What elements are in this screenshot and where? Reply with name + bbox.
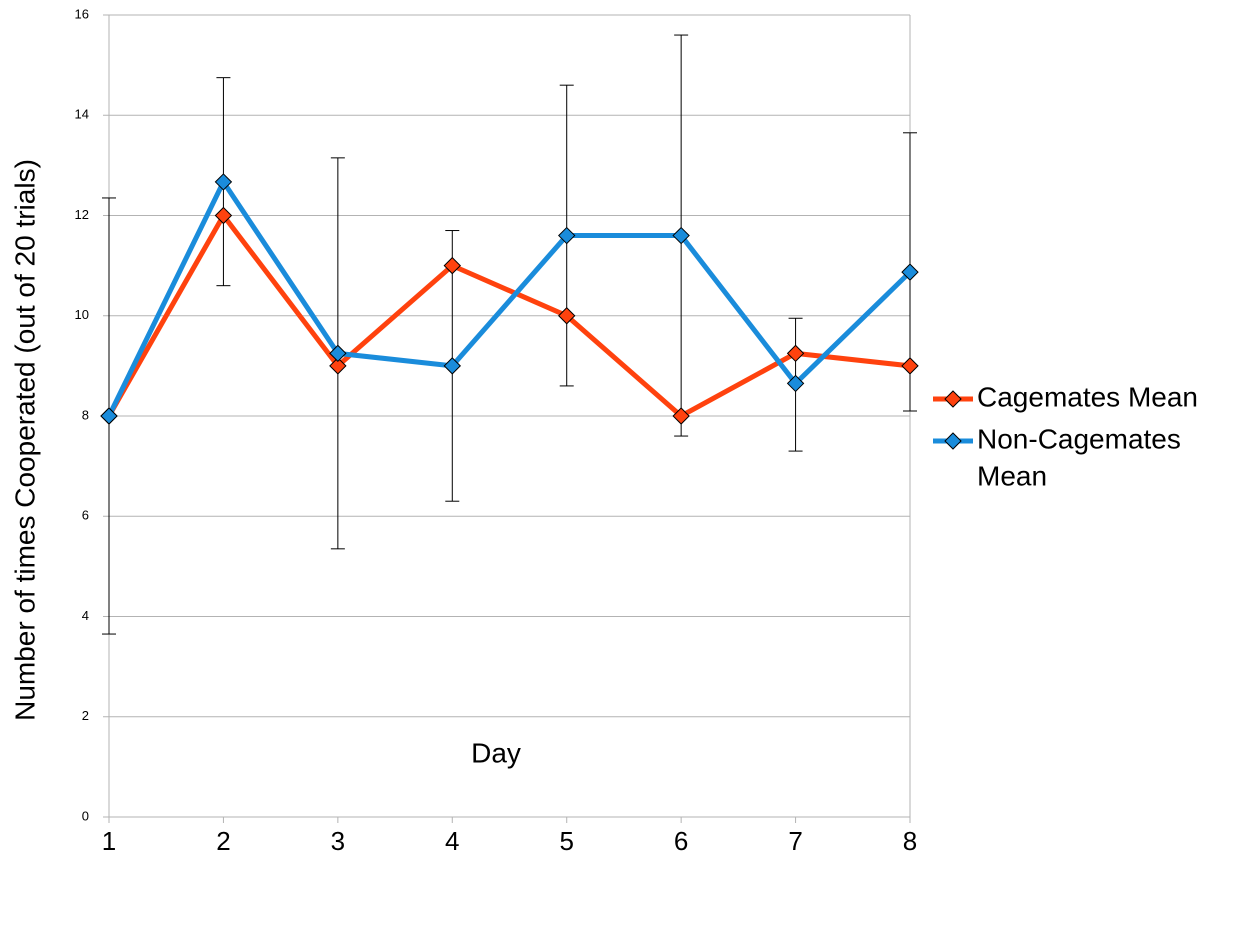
y-tick-label: 12 [75,207,89,222]
y-tick-label: 16 [75,6,89,21]
data-point-marker [901,263,919,281]
data-point-marker [786,374,805,393]
x-tick-label: 1 [102,826,116,856]
x-axis-ticks: 1 2 3 4 5 6 7 8 [102,817,917,856]
y-axis-ticks: 0 2 4 6 8 10 12 14 16 [75,6,109,823]
legend-swatch-marker [944,390,962,408]
data-point-marker [558,226,576,245]
legend-label: Mean [977,460,1047,491]
data-point-marker [672,226,690,245]
data-point-marker [329,357,347,375]
data-point-marker [214,206,233,225]
legend-label: Non-Cagemates [977,423,1181,454]
x-tick-label: 8 [903,826,917,856]
legend: Cagemates Mean Non-Cagemates Mean [933,381,1198,491]
y-tick-label: 0 [82,808,89,823]
x-tick-label: 7 [788,826,802,856]
data-point-marker [100,407,118,425]
y-tick-label: 14 [75,107,89,122]
x-tick-label: 3 [331,826,345,856]
series-markers [100,173,919,425]
y-tick-label: 2 [82,708,89,723]
data-point-marker [214,173,233,191]
grid-lines [109,14,910,818]
data-point-marker [901,357,919,375]
legend-item: Cagemates Mean [933,381,1198,412]
series-line [106,176,912,418]
x-tick-label: 2 [216,826,230,856]
data-point-marker [443,357,461,375]
series-lines [106,176,912,420]
data-point-marker [443,256,461,275]
x-tick-label: 6 [674,826,688,856]
series-line [106,210,911,420]
data-point-marker [672,407,690,425]
y-tick-label: 4 [82,608,89,623]
y-axis-title: Number of times Cooperated (out of 20 tr… [9,159,40,721]
y-tick-label: 6 [82,508,89,523]
x-tick-label: 5 [559,826,573,856]
y-tick-label: 10 [75,307,89,322]
error-bars [102,34,917,635]
legend-swatch-marker [944,432,962,450]
x-axis-title: Day [471,737,521,768]
legend-label: Cagemates Mean [977,381,1198,412]
y-tick-label: 8 [82,407,89,422]
legend-item: Non-Cagemates Mean [933,423,1181,491]
data-point-marker [786,344,805,363]
data-point-marker [558,307,576,325]
x-tick-label: 4 [445,826,459,856]
data-point-marker [329,344,347,363]
